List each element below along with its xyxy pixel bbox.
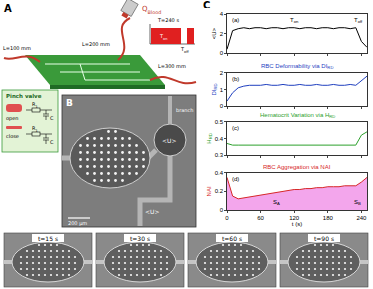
svg-text:0: 0 [220,207,224,213]
svg-text:t=30 s: t=30 s [130,235,150,242]
svg-text:Ton: Ton [159,33,167,41]
svg-text:branch: branch [176,107,193,113]
svg-text:(a): (a) [232,17,239,23]
svg-text:2: 2 [220,31,224,37]
svg-text:open: open [6,115,18,122]
svg-text:<U>: <U> [162,137,176,144]
svg-text:B: B [66,98,73,108]
svg-text:NAI: NAI [206,186,212,196]
svg-text:t=90 s: t=90 s [314,235,334,242]
svg-text:(d): (d) [232,176,239,182]
svg-text:t (s): t (s) [292,221,302,227]
svg-text:T=240 s: T=240 s [157,17,179,23]
svg-text:C: C [50,115,54,121]
svg-text:4: 4 [220,11,224,17]
svg-text:<U>: <U> [145,208,159,215]
svg-text:L=300 mm: L=300 mm [158,63,186,69]
svg-text:L=100 mm: L=100 mm [3,45,31,51]
svg-text:180: 180 [323,215,334,221]
svg-text:200 μm: 200 μm [68,220,87,227]
svg-text:0.3: 0.3 [215,152,224,158]
svg-text:A: A [4,3,12,14]
svg-text:Toff: Toff [180,46,189,54]
svg-text:L=200 mm: L=200 mm [82,41,110,47]
svg-text:0.5: 0.5 [215,119,224,125]
svg-text:0.4: 0.4 [215,170,224,176]
svg-text:t=15 s: t=15 s [38,235,58,242]
svg-text:0: 0 [220,103,224,109]
svg-text:(c): (c) [232,125,239,131]
svg-text:R1: R1 [32,101,38,109]
svg-text:0: 0 [225,215,229,221]
svg-text:2: 2 [220,70,224,76]
svg-text:T​on​: T​on​ [290,17,299,24]
svg-text:H​RD​: H​RD​ [206,133,213,143]
html-text:C: C [203,0,211,11]
svg-text:0.2: 0.2 [215,188,224,194]
svg-text:120: 120 [289,215,300,221]
svg-text:RBC Aggregation via NAI: RBC Aggregation via NAI [263,164,331,170]
svg-text:Pinch valve: Pinch valve [6,93,42,99]
svg-text:T​off​: T​off​ [354,17,363,24]
svg-text:t=60 s: t=60 s [222,235,242,242]
svg-text:60: 60 [257,215,264,221]
svg-text:0: 0 [220,50,224,56]
svg-text:close: close [6,133,19,139]
svg-text:S​B​: S​B​ [354,199,361,206]
svg-text:C: C [50,139,54,145]
svg-text:RBC Deformability via DI​RD​: RBC Deformability via DI​RD​ [261,63,333,70]
svg-text:DI​RD​: DI​RD​ [211,83,218,95]
svg-text:R1: R1 [32,125,38,133]
svg-text:S​A​: S​A​ [273,199,280,206]
svg-text:1: 1 [220,87,224,93]
svg-text:Hematocrit Variation via H​RD​: Hematocrit Variation via H​RD​ [260,112,335,119]
svg-text:<U>: <U> [211,27,217,39]
svg-text:240: 240 [356,215,367,221]
svg-text:(b): (b) [232,76,239,82]
svg-text:0.4: 0.4 [215,136,224,142]
svg-text:QBlood: QBlood [142,5,161,15]
